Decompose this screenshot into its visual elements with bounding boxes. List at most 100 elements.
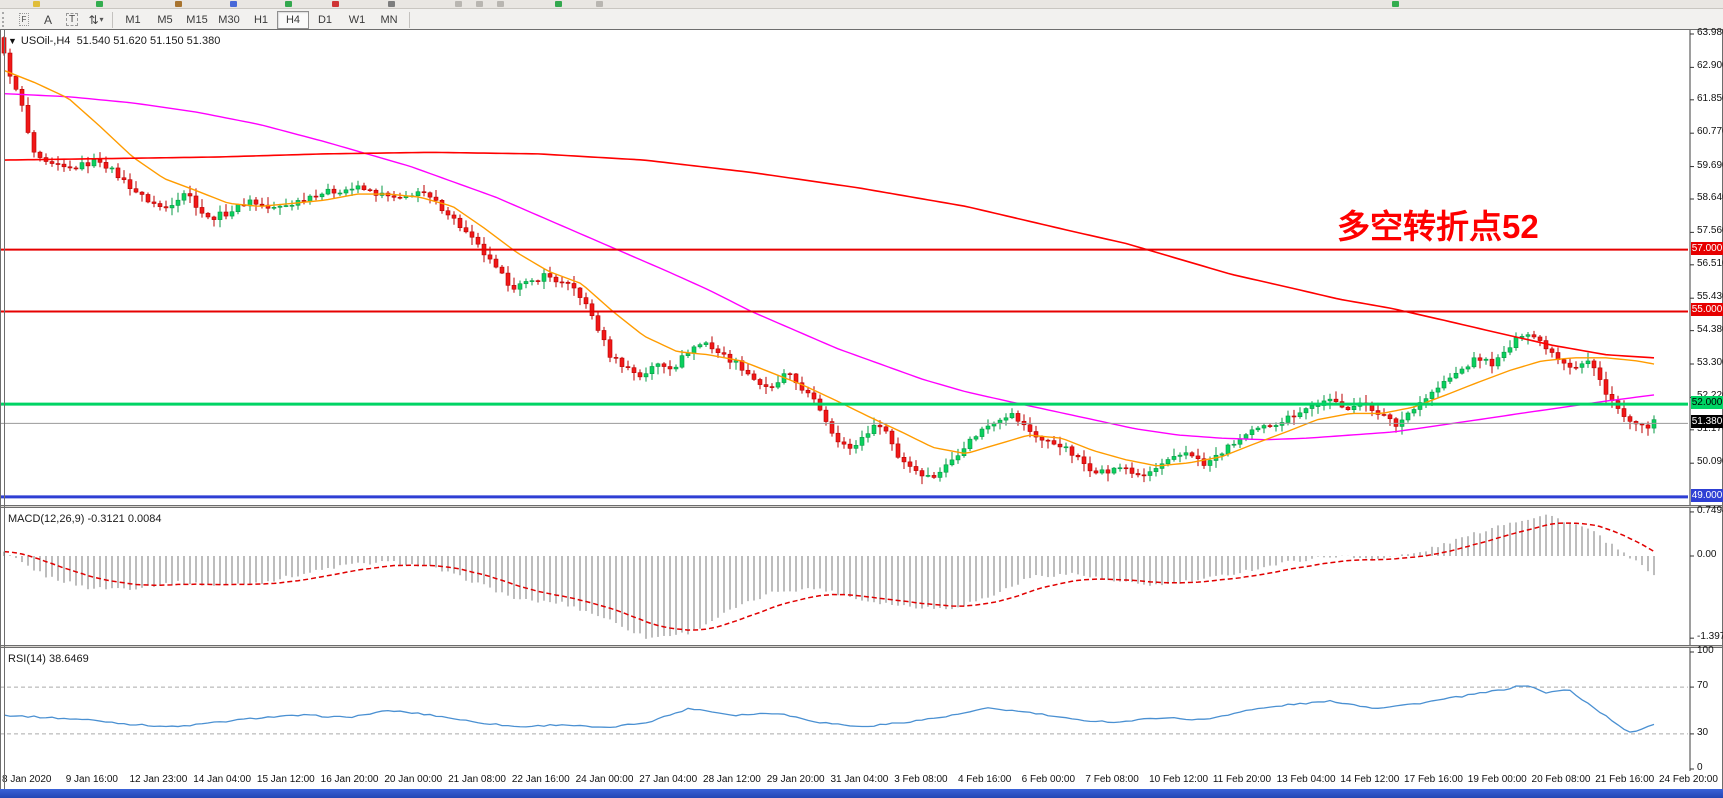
cursor-arrows-icon[interactable]: ⇅ ▾ (88, 12, 104, 27)
date-axis-label: 14 Feb 12:00 (1340, 774, 1400, 785)
date-axis-label: 21 Jan 08:00 (448, 774, 506, 785)
date-axis-label: 29 Jan 20:00 (766, 774, 825, 785)
date-axis-label: 27 Jan 04:00 (639, 774, 698, 785)
clipped-toolbar-icon (175, 1, 182, 7)
date-axis-label: 8 Jan 2020 (2, 774, 52, 785)
timeframe-button-d1[interactable]: D1 (317, 13, 333, 26)
top-toolbar-clipped-row (0, 0, 1723, 9)
timeframe-button-m30[interactable]: M30 (218, 13, 240, 26)
clipped-toolbar-icon (455, 1, 462, 7)
timeframe-button-m1[interactable]: M1 (125, 13, 141, 26)
dropdown-caret-icon[interactable]: ▾ (99, 15, 104, 24)
chart-symbol: USOil-,H4 (20, 35, 71, 47)
clipped-toolbar-icon (33, 1, 40, 7)
price-axis-label: 58.640 (1697, 192, 1723, 203)
date-axis-label: 17 Feb 16:00 (1404, 774, 1463, 785)
price-axis-label: 63.980 (1697, 27, 1723, 38)
date-axis-label: 28 Jan 12:00 (703, 774, 761, 785)
text-box-icon[interactable]: T (61, 11, 83, 28)
date-axis-label: 16 Jan 20:00 (320, 774, 379, 785)
timeframe-button-group: M1 M5 M15 M30 H1 H4 D1 W1 MN (117, 10, 405, 29)
date-axis-label: 12 Jan 23:00 (129, 774, 188, 785)
macd-panel[interactable]: MACD(12,26,9) -0.3121 0.0084 (0, 507, 1723, 646)
toolbar-separator (112, 11, 113, 28)
date-axis-label: 14 Jan 04:00 (193, 774, 252, 785)
timeframe-button-m15[interactable]: M15 (186, 13, 208, 26)
clipped-toolbar-icon (332, 1, 339, 7)
timeframe-button-mn[interactable]: MN (380, 13, 398, 26)
main-toolbar: F A T ⇅ ▾ M1 M5 M15 M30 H1 H4 D1 W1 MN (0, 9, 1723, 31)
rsi-label: RSI(14) 38.6469 (8, 653, 89, 665)
date-axis-label: 11 Feb 20:00 (1212, 774, 1272, 785)
date-axis-label: 22 Jan 16:00 (511, 774, 570, 785)
price-axis-label: 60.770 (1697, 126, 1723, 138)
timeframe-button-h1[interactable]: H1 (253, 13, 269, 26)
clipped-toolbar-icon (230, 1, 237, 7)
date-axis-label: 31 Jan 04:00 (830, 774, 889, 785)
price-axis-label: 54.380 (1697, 323, 1723, 335)
date-axis-label: 9 Jan 16:00 (65, 774, 118, 785)
rsi-axis-label: 100 (1697, 645, 1714, 656)
taskbar-edge (0, 789, 1723, 798)
price-axis-label: 52.220 (1697, 390, 1723, 401)
date-axis-label: 24 Feb 20:00 (1658, 774, 1718, 785)
price-level-badge: 49.000 (1691, 488, 1723, 502)
date-axis-label: 20 Feb 08:00 (1531, 774, 1591, 785)
price-axis-label: 53.300 (1697, 357, 1723, 368)
date-axis-label: 15 Jan 12:00 (256, 774, 315, 785)
chart-ohlc-values: 51.540 51.620 51.150 51.380 (76, 35, 221, 47)
clipped-toolbar-icon (388, 1, 395, 7)
price-axis-label: 56.510 (1697, 257, 1723, 269)
date-axis-label: 10 Feb 12:00 (1149, 774, 1209, 785)
main-chart-panel[interactable]: ▼ USOil-,H4 51.540 51.620 51.150 51.380 多… (0, 29, 1723, 506)
price-axis-label: 51.170 (1697, 422, 1723, 434)
timeframe-button-h4[interactable]: H4 (277, 10, 309, 29)
toolbar-separator (409, 11, 410, 28)
price-axis-label: 57.560 (1697, 225, 1723, 237)
clipped-toolbar-icon (285, 1, 292, 7)
date-axis-label: 21 Feb 16:00 (1595, 774, 1655, 785)
chart-title: ▼ USOil-,H4 51.540 51.620 51.150 51.380 (8, 35, 220, 47)
price-axis-label: 50.090 (1697, 456, 1723, 468)
price-axis-label: 62.900 (1697, 60, 1723, 72)
clipped-toolbar-icon (497, 1, 504, 7)
timeframe-button-m5[interactable]: M5 (157, 13, 173, 26)
chart-annotation-text[interactable]: 多空转折点52 (1337, 208, 1539, 245)
rsi-panel[interactable]: RSI(14) 38.6469 (0, 647, 1723, 772)
price-axis-label: 55.430 (1697, 291, 1723, 303)
clipped-toolbar-icon (596, 1, 603, 7)
text-a-icon[interactable]: A (43, 12, 52, 27)
price-level-badge: 57.000 (1691, 241, 1723, 255)
price-axis-label: 61.850 (1697, 92, 1723, 104)
date-axis-label: 24 Jan 00:00 (575, 774, 634, 785)
price-axis-label: 59.690 (1697, 159, 1723, 171)
toolbar-drag-handle[interactable] (2, 12, 9, 27)
clipped-toolbar-icon (476, 1, 483, 7)
date-axis-label: 19 Feb 00:00 (1467, 774, 1527, 785)
price-level-badge: 55.000 (1691, 303, 1723, 317)
symbol-dropdown-icon[interactable]: ▼ (8, 36, 17, 46)
macd-axis-label: 0.00 (1697, 549, 1717, 560)
date-axis-label: 13 Feb 04:00 (1276, 774, 1336, 785)
clipped-toolbar-icon (96, 1, 103, 7)
clipped-toolbar-icon (1392, 1, 1399, 7)
date-axis-label: 7 Feb 08:00 (1085, 774, 1139, 785)
date-axis-label: 20 Jan 00:00 (384, 774, 443, 785)
rsi-axis-label: 0 (1697, 762, 1703, 773)
date-axis-label: 3 Feb 08:00 (894, 774, 948, 785)
macd-axis-label: -1.3973 (1697, 631, 1723, 643)
rsi-axis-label: 70 (1697, 680, 1709, 692)
window-frame-left-outer (0, 29, 1, 789)
macd-axis-label: 0.7494 (1697, 504, 1723, 516)
rsi-axis-label: 30 (1697, 726, 1709, 738)
crosshair-f-icon[interactable]: F (13, 11, 35, 28)
window-frame-left-inner (4, 29, 5, 789)
timeframe-button-w1[interactable]: W1 (348, 13, 366, 26)
date-axis-label: 4 Feb 16:00 (957, 774, 1012, 785)
price-level-badge: 52.000 (1691, 396, 1723, 410)
macd-label: MACD(12,26,9) -0.3121 0.0084 (8, 513, 162, 525)
clipped-toolbar-icon (555, 1, 562, 7)
date-axis[interactable]: 8 Jan 2020 9 Jan 16:00 12 Jan 23:00 14 Jan … (0, 771, 1723, 789)
price-level-badge: 51.380 (1691, 415, 1723, 429)
date-axis-label: 6 Feb 00:00 (1021, 774, 1076, 785)
